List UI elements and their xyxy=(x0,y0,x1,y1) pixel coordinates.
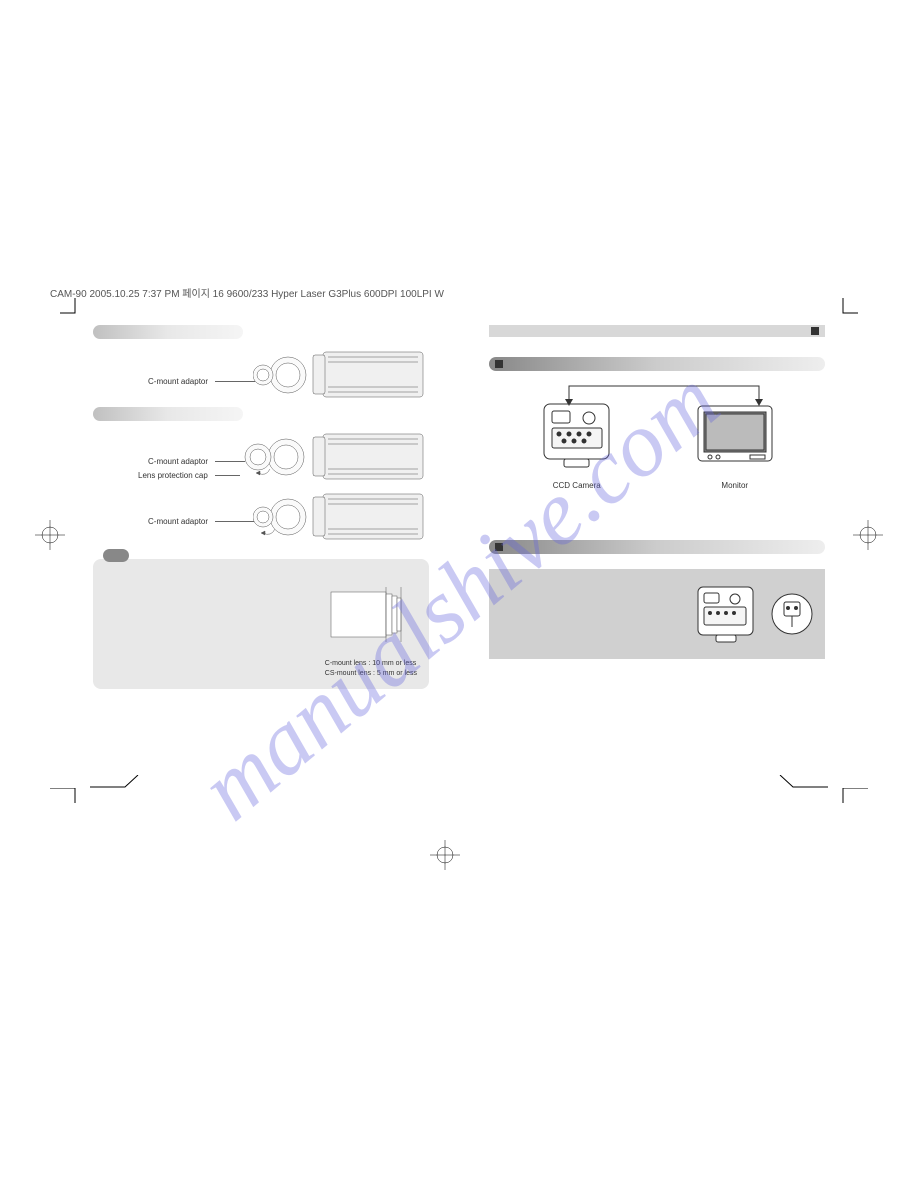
crop-mark-bottom-left xyxy=(50,788,85,808)
registration-mark-left xyxy=(35,520,65,550)
label-line xyxy=(215,521,255,522)
note-diagram: C-mount lens : 10 mm or less CS-mount le… xyxy=(325,582,417,677)
lens-cap-label: Lens protection cap xyxy=(138,471,208,480)
camera-illustration-2 xyxy=(238,429,433,484)
document-header: CAM-90 2005.10.25 7:37 PM 페이지 16 9600/23… xyxy=(50,285,444,300)
power-diagram-box xyxy=(489,569,825,659)
registration-mark-bottom xyxy=(430,840,460,870)
power-section xyxy=(489,540,825,659)
camera-diagram-1: C-mount adaptor xyxy=(93,347,429,402)
crop-mark-bottom-right xyxy=(833,788,868,808)
ccd-camera-label: CCD Camera xyxy=(534,481,619,490)
connection-diagram: CCD Camera Monitor xyxy=(499,396,815,490)
c-mount-spec: C-mount lens : 10 mm or less xyxy=(325,660,417,667)
ccd-camera-rear-icon xyxy=(534,396,619,471)
cs-mount-spec: CS-mount lens : 5 mm or less xyxy=(325,670,417,677)
crop-mark-top-left xyxy=(60,298,80,318)
ccd-camera-device: CCD Camera xyxy=(534,396,619,490)
left-page: C-mount adaptor C-mount adaptor xyxy=(78,305,444,780)
camera-diagram-2: C-mount adaptor Lens protection cap xyxy=(93,429,429,484)
corner-bracket-right xyxy=(778,775,828,790)
camera-rear-small-icon xyxy=(690,579,765,649)
section-marker xyxy=(495,543,503,551)
lens-spec-diagram xyxy=(326,582,416,652)
label-line xyxy=(215,475,240,476)
camera-diagram-3: C-mount adaptor xyxy=(93,489,429,544)
monitor-device: Monitor xyxy=(690,396,780,490)
connection-bracket xyxy=(549,381,779,406)
section-header-1 xyxy=(93,325,243,339)
camera-illustration-3 xyxy=(253,489,433,544)
power-section-header xyxy=(489,540,825,554)
note-box: C-mount lens : 10 mm or less CS-mount le… xyxy=(93,559,429,689)
c-mount-label-3: C-mount adaptor xyxy=(148,517,208,526)
right-page: CCD Camera Monitor xyxy=(474,305,840,780)
c-mount-label-1: C-mount adaptor xyxy=(148,377,208,386)
camera-illustration-1 xyxy=(253,347,433,402)
power-connector-detail-icon xyxy=(770,592,815,637)
monitor-icon xyxy=(690,396,780,471)
corner-bracket-left xyxy=(90,775,140,790)
header-marker xyxy=(811,327,819,335)
section-header-2 xyxy=(93,407,243,421)
label-line xyxy=(215,381,255,382)
monitor-label: Monitor xyxy=(690,481,780,490)
c-mount-label-2: C-mount adaptor xyxy=(148,457,208,466)
registration-mark-right xyxy=(853,520,883,550)
section-marker xyxy=(495,360,503,368)
page-spread: C-mount adaptor C-mount adaptor xyxy=(78,305,840,780)
note-tab xyxy=(103,549,129,562)
page-header-bar xyxy=(489,325,825,337)
crop-mark-top-right xyxy=(838,298,858,318)
connection-section-header xyxy=(489,357,825,371)
